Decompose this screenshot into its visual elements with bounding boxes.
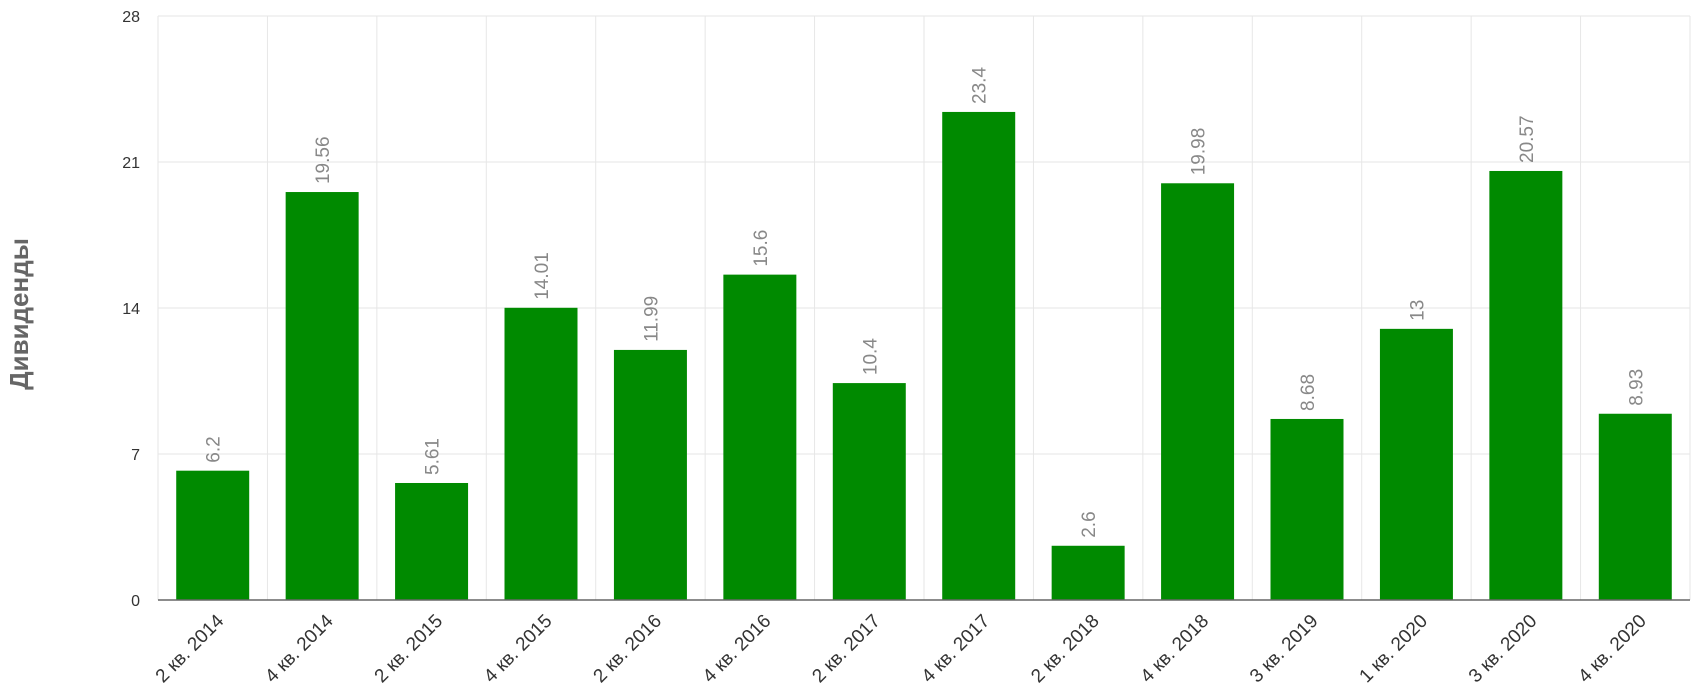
bar: [1379, 328, 1453, 600]
bar-value-label: 5.61: [423, 438, 444, 475]
y-tick-label: 7: [131, 447, 140, 464]
bar: [285, 192, 359, 600]
y-tick-label: 28: [122, 9, 140, 26]
x-tick-label: 2 кв. 2014: [152, 610, 229, 687]
x-tick-label: 2 кв. 2016: [590, 611, 666, 687]
bar-value-label: 14.01: [532, 252, 553, 300]
bar-value-label: 11.99: [641, 296, 662, 342]
x-tick-label: 2 кв. 2017: [808, 611, 884, 687]
y-tick-label: 21: [122, 155, 140, 172]
y-tick-label: 14: [122, 301, 140, 318]
x-tick-label: 4 кв. 2018: [1137, 611, 1213, 687]
bar-value-label: 6.2: [204, 436, 225, 462]
bar-value-label: 8.93: [1626, 369, 1647, 406]
x-tick-label: 4 кв. 2016: [699, 611, 775, 687]
x-tick-label: 4 кв. 2020: [1574, 611, 1650, 687]
x-tick-label: 4 кв. 2017: [918, 611, 994, 687]
bar-value-label: 10.4: [860, 338, 881, 375]
x-axis-ticks: 2 кв. 2014 4 кв. 2014 2 кв. 2015 4 кв. 2015…: [152, 610, 1651, 687]
bar: [1489, 170, 1563, 600]
y-axis-title: Дивиденды: [4, 238, 34, 390]
bar-value-label: 19.56: [313, 136, 334, 184]
bar: [832, 383, 906, 600]
bar-labels: 6.2 19.56 5.61 14.01 11.99 15.6 10.4 23.4 2.6 19.…: [204, 67, 1648, 538]
bar: [504, 307, 578, 600]
x-tick-label: 2 кв. 2018: [1027, 611, 1103, 687]
bar-value-label: 2.6: [1079, 511, 1100, 537]
bar-value-label: 23.4: [970, 67, 991, 104]
x-tick-label: 2 кв. 2015: [371, 611, 447, 687]
x-tick-label: 3 кв. 2019: [1246, 611, 1322, 687]
bar-value-label: 19.98: [1189, 128, 1210, 176]
x-tick-label: 1 кв. 2020: [1356, 611, 1432, 687]
bar-value-label: 20.57: [1517, 115, 1538, 163]
x-tick-label: 4 кв. 2014: [261, 610, 338, 687]
x-tick-label: 3 кв. 2020: [1465, 611, 1541, 687]
grid: [157, 15, 1691, 600]
bar: [723, 274, 797, 600]
y-axis-ticks: 0 7 14 21 28: [122, 9, 140, 610]
x-tick-label: 4 кв. 2015: [480, 611, 556, 687]
bars: [176, 111, 1672, 600]
bar-value-label: 13: [1407, 300, 1428, 321]
bar: [395, 482, 469, 600]
y-tick-label: 0: [131, 593, 140, 610]
bar: [1598, 413, 1672, 600]
bar: [1051, 545, 1125, 600]
bar: [942, 111, 1016, 600]
bar: [176, 470, 250, 600]
bar: [1270, 418, 1344, 600]
bar-value-label: 15.6: [751, 230, 772, 267]
bar-value-label: 8.68: [1298, 374, 1319, 411]
bar: [1161, 183, 1235, 600]
bar: [613, 349, 687, 600]
